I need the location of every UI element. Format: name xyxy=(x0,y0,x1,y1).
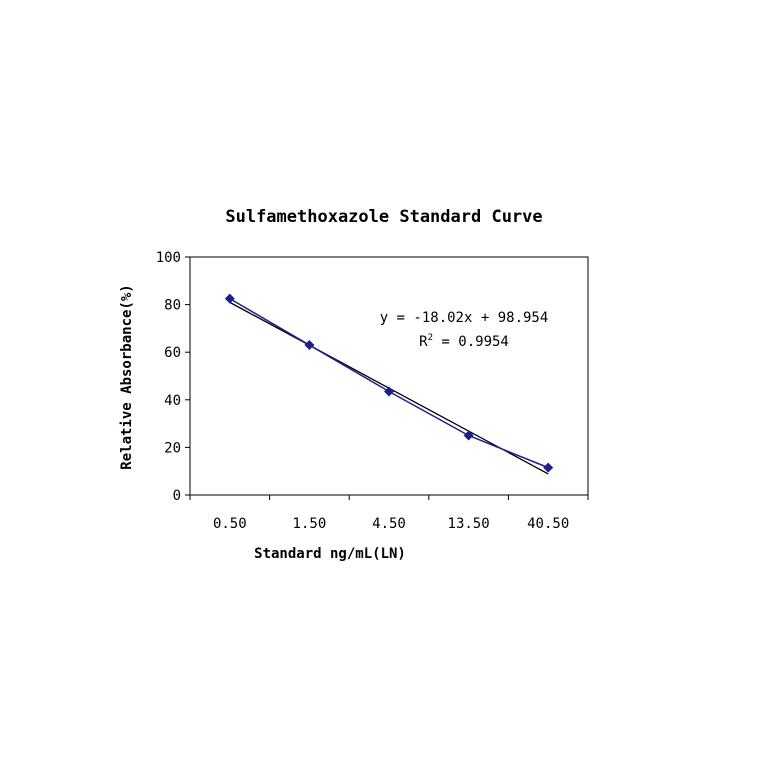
series-markers xyxy=(224,293,554,473)
y-tick-label-2: 40 xyxy=(164,393,181,409)
x-tick-label-0: 0.50 xyxy=(213,516,247,532)
chart-title: Sulfamethoxazole Standard Curve xyxy=(225,207,542,227)
x-tick-label-2: 4.50 xyxy=(372,516,406,532)
data-point-0 xyxy=(224,293,235,304)
data-point-1 xyxy=(304,340,315,351)
trendline-equation: y = -18.02x + 98.954 xyxy=(380,310,549,326)
x-tick-label-4: 40.50 xyxy=(527,516,569,532)
x-tick-label-1: 1.50 xyxy=(293,516,327,532)
x-axis-label: Standard ng/mL(LN) xyxy=(254,546,406,562)
r-squared-label: R2 = 0.9954 xyxy=(419,333,509,350)
data-point-4 xyxy=(543,462,554,473)
y-tick-label-5: 100 xyxy=(156,250,181,266)
y-axis-ticks: 0 20 40 60 80 100 xyxy=(156,250,190,504)
y-tick-label-4: 80 xyxy=(164,298,181,314)
y-axis-label: Relative Absorbance(%) xyxy=(119,284,135,469)
y-tick-label-0: 0 xyxy=(173,488,181,504)
data-point-2 xyxy=(384,386,394,397)
data-point-3 xyxy=(463,430,474,441)
x-tick-label-3: 13.50 xyxy=(448,516,490,532)
y-tick-label-3: 60 xyxy=(164,345,181,361)
x-axis-ticks: 0.50 1.50 4.50 13.50 40.50 xyxy=(189,495,589,532)
y-tick-label-1: 20 xyxy=(164,440,181,456)
plot-frame xyxy=(189,256,589,496)
